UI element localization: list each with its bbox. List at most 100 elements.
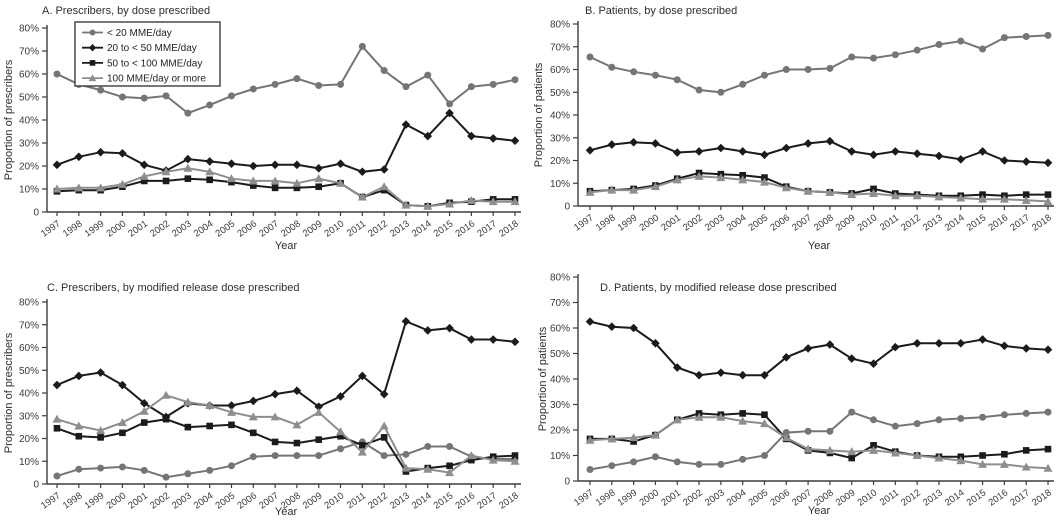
circle-marker xyxy=(782,429,790,437)
x-tick-label: 1999 xyxy=(616,487,640,508)
legend-label: 20 to < 50 MME/day xyxy=(107,43,197,54)
triangle-marker xyxy=(401,463,411,472)
triangle-marker xyxy=(672,175,682,184)
triangle-marker xyxy=(890,448,900,457)
panel-d: 80% 70% 60% 50% 40% 30% 20% 10% 0 1997 1998 1999 200… xyxy=(532,260,1064,520)
y-tick-label: 20% xyxy=(19,434,39,445)
circle-marker xyxy=(184,470,192,478)
x-tick-label: 2009 xyxy=(301,218,325,239)
triangle-marker xyxy=(694,412,704,421)
y-axis-title: Proportion of patients xyxy=(537,326,549,431)
triangle-marker xyxy=(781,433,791,442)
diamond-marker xyxy=(510,136,520,145)
circle-marker xyxy=(782,66,790,73)
square-marker xyxy=(184,175,192,182)
triangle-marker xyxy=(96,426,106,435)
triangle-marker xyxy=(912,451,922,459)
triangle-marker xyxy=(912,191,922,200)
x-tick-label: 1999 xyxy=(83,490,107,511)
triangle-marker xyxy=(88,74,97,82)
x-tick-label: 2000 xyxy=(637,487,661,508)
diamond-marker xyxy=(803,344,813,353)
series-line xyxy=(589,416,1049,470)
diamond-marker xyxy=(672,148,682,157)
circle-marker xyxy=(1000,34,1008,42)
x-tick-label: 2005 xyxy=(747,487,771,508)
circle-marker xyxy=(848,53,856,61)
y-tick-label: 10% xyxy=(19,457,39,468)
circle-marker xyxy=(979,413,987,421)
y-tick-label: 60% xyxy=(550,324,570,335)
x-tick-label: 2008 xyxy=(812,212,836,233)
triangle-marker xyxy=(650,430,660,439)
x-tick-label: 2001 xyxy=(126,490,150,511)
y-tick-label: 40% xyxy=(550,111,570,122)
x-tick-label: 2014 xyxy=(943,487,967,508)
triangle-marker xyxy=(934,453,944,462)
triangle-marker xyxy=(1043,196,1053,205)
circle-marker xyxy=(935,40,943,48)
x-tick-label: 2015 xyxy=(432,218,456,239)
diamond-marker xyxy=(651,339,660,348)
square-marker xyxy=(249,429,257,437)
x-tick-label: 1997 xyxy=(572,212,596,233)
triangle-marker xyxy=(292,178,302,187)
triangle-marker xyxy=(738,175,748,184)
diamond-marker xyxy=(379,389,389,399)
diamond-marker xyxy=(1021,344,1031,353)
triangle-marker xyxy=(510,456,520,465)
chart-panel-b: 80%70%60%50%40%30%20%10%0199719981999200… xyxy=(533,5,1055,252)
circle-marker xyxy=(651,453,659,461)
series-20-to-50-mme-day xyxy=(52,108,520,177)
x-tick-label: 1997 xyxy=(39,490,63,511)
y-tick-label: 10% xyxy=(19,185,39,196)
y-tick-label: 80% xyxy=(19,298,39,309)
circle-marker xyxy=(651,71,659,79)
x-tick-label: 2017 xyxy=(1008,487,1032,508)
square-marker xyxy=(848,454,856,462)
triangle-marker xyxy=(956,456,966,465)
circle-marker xyxy=(1022,33,1030,41)
circle-marker xyxy=(380,67,388,75)
circle-marker xyxy=(162,473,170,481)
square-marker xyxy=(1022,191,1030,198)
y-axis-title: Proportion of prescribers xyxy=(3,332,15,453)
triangle-marker xyxy=(314,407,324,416)
x-axis-title: Year xyxy=(275,240,298,252)
circle-marker xyxy=(673,76,681,84)
y-tick-label: 20% xyxy=(550,156,570,167)
diamond-marker xyxy=(74,152,84,162)
triangle-marker xyxy=(510,197,520,206)
triangle-marker xyxy=(488,197,498,206)
square-marker xyxy=(870,442,877,449)
diamond-marker xyxy=(118,149,127,158)
legend-item-20-mme-day: < 20 MME/day xyxy=(82,28,172,39)
x-tick-label: 2012 xyxy=(899,487,923,508)
diamond-marker xyxy=(781,143,791,153)
triangle-marker xyxy=(934,192,944,201)
x-tick-label: 2007 xyxy=(257,218,281,239)
diamond-marker xyxy=(139,160,149,170)
triangle-marker xyxy=(869,445,879,454)
x-tick-label: 2001 xyxy=(659,212,683,233)
square-marker xyxy=(1044,445,1052,453)
x-tick-label: 2002 xyxy=(681,212,705,233)
diamond-marker xyxy=(445,108,454,118)
y-axis-title: Proportion of prescribers xyxy=(3,59,15,180)
y-tick-label: 80% xyxy=(550,20,570,31)
x-tick-label: 2010 xyxy=(856,487,880,508)
triangle-marker xyxy=(270,176,280,185)
diamond-marker xyxy=(694,147,704,156)
x-tick-label: 2014 xyxy=(410,218,434,239)
circle-marker xyxy=(315,82,323,89)
y-tick-label: 60% xyxy=(19,70,39,81)
panel-title-c: C. Prescribers, by modified release dose… xyxy=(47,282,300,294)
y-axis-title: Proportion of patients xyxy=(533,62,545,167)
diamond-marker xyxy=(336,159,345,168)
triangle-marker xyxy=(205,167,215,176)
x-tick-label: 2005 xyxy=(214,490,238,511)
triangle-marker xyxy=(357,447,367,456)
triangle-marker xyxy=(445,468,455,477)
circle-marker xyxy=(804,427,812,435)
